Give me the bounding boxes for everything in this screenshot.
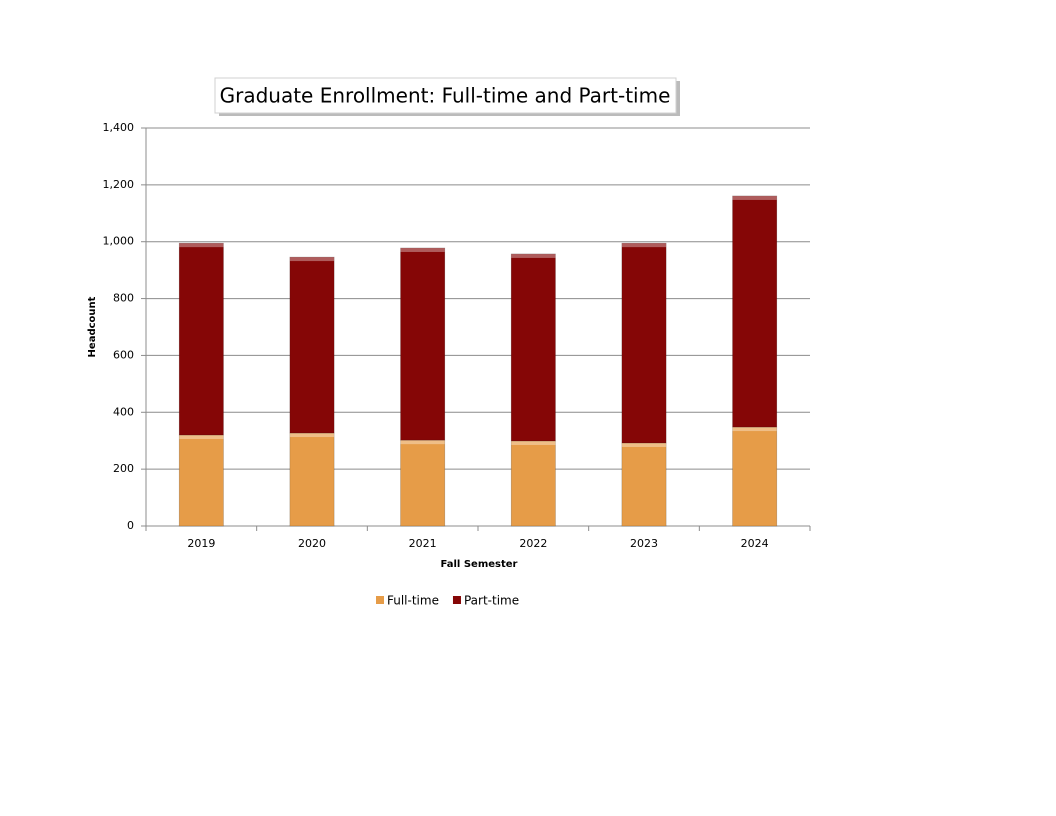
bar-segment — [732, 195, 778, 428]
bar-segment — [178, 242, 224, 436]
bar-segment — [621, 442, 667, 527]
legend-swatch — [376, 596, 384, 604]
bar-highlight — [179, 435, 224, 440]
bar-highlight — [511, 253, 556, 258]
title-box — [214, 77, 677, 114]
bar-highlight — [179, 243, 224, 248]
bar-segment — [400, 247, 446, 441]
bar-segment — [178, 434, 224, 527]
x-tick-label: 2024 — [741, 537, 769, 550]
bar-segment — [289, 256, 335, 434]
x-axis-label: Fall Semester — [441, 559, 518, 570]
chart-title: Graduate Enrollment: Full-time and Part-… — [220, 84, 671, 108]
bar-highlight — [400, 440, 445, 445]
bar-segment — [510, 440, 556, 527]
y-tick-label: 600 — [113, 348, 134, 361]
bar-segment — [510, 253, 556, 442]
bar-highlight — [621, 243, 667, 248]
y-axis-label: Headcount — [87, 296, 98, 357]
y-tick-label: 1,400 — [103, 121, 135, 134]
y-tick-label: 800 — [113, 292, 134, 305]
legend-swatch — [452, 596, 461, 604]
bar-segment — [289, 432, 335, 527]
bar-highlight — [732, 195, 777, 200]
y-tick-label: 1,000 — [103, 235, 135, 248]
y-tick-label: 400 — [113, 405, 134, 418]
y-tick-label: 1,200 — [103, 178, 135, 191]
y-tick-label: 200 — [113, 462, 134, 475]
x-tick-label: 2022 — [519, 537, 547, 550]
bar-highlight — [289, 433, 335, 438]
bar-segment — [621, 242, 667, 444]
x-tick-label: 2021 — [409, 537, 437, 550]
y-tick-label: 0 — [127, 519, 134, 532]
bar-highlight — [621, 442, 667, 447]
bar-segment — [400, 439, 446, 527]
bar-segment — [732, 426, 778, 527]
bar-highlight — [511, 440, 556, 445]
bar-highlight — [289, 257, 335, 262]
x-tick-label: 2023 — [630, 537, 658, 550]
x-tick-label: 2019 — [187, 537, 215, 550]
bar-highlight — [400, 247, 445, 252]
legend-label: Full-time — [387, 594, 439, 608]
bar-highlight — [732, 427, 777, 432]
legend-label: Part-time — [464, 594, 519, 608]
x-tick-label: 2020 — [298, 537, 326, 550]
